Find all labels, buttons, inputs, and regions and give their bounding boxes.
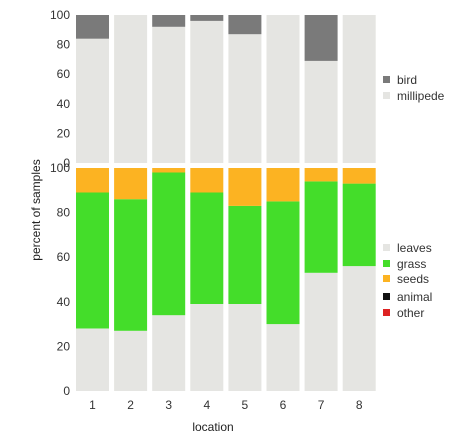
bar-segment-grass-location-4	[190, 192, 224, 304]
bar-segment-bird-location-1	[76, 15, 109, 39]
bar-segment-bird-location-5	[228, 15, 262, 35]
y-tick-label: 100	[50, 161, 70, 175]
legend-swatch-seeds	[383, 275, 390, 282]
x-tick-label: 7	[318, 398, 325, 412]
x-tick-label: 6	[280, 398, 287, 412]
bar-segment-leaves-location-2	[114, 330, 148, 391]
legend-swatch-millipede	[383, 92, 390, 99]
bars-layer	[76, 15, 376, 391]
y-tick-label: 100	[50, 8, 70, 22]
legend-label-bird: bird	[397, 73, 417, 87]
y-tick-label: 60	[57, 67, 71, 81]
bar-segment-bird-location-7	[304, 15, 338, 61]
legend-label-millipede: millipede	[397, 89, 445, 103]
bar-segment-bird-location-4	[190, 15, 224, 21]
y-tick-label: 0	[63, 156, 70, 170]
y-tick-label: 40	[57, 295, 71, 309]
y-tick-label: 20	[57, 339, 71, 353]
bar-segment-seeds-location-6	[266, 168, 300, 202]
bar-segment-grass-location-2	[114, 199, 148, 331]
x-tick-label: 5	[242, 398, 249, 412]
bar-segment-grass-location-8	[342, 183, 376, 267]
legend-label-other: other	[397, 306, 424, 320]
bar-segment-seeds-location-1	[76, 168, 109, 193]
bar-segment-leaves-location-4	[190, 304, 224, 391]
bar-segment-seeds-location-4	[190, 168, 224, 193]
y-tick-label: 0	[63, 384, 70, 398]
bar-segment-leaves-location-5	[228, 304, 262, 391]
bar-segment-millipede-location-7	[304, 60, 338, 163]
legend-swatch-animal	[383, 293, 390, 300]
bar-segment-millipede-location-5	[228, 34, 262, 164]
legend-label-grass: grass	[397, 257, 426, 271]
bar-segment-leaves-location-3	[152, 315, 186, 391]
y-tick-label: 60	[57, 250, 71, 264]
legend-label-seeds: seeds	[397, 272, 429, 286]
legend-swatch-other	[383, 309, 390, 316]
x-tick-label: 1	[89, 398, 96, 412]
bar-segment-millipede-location-8	[342, 15, 376, 163]
bar-segment-leaves-location-6	[266, 324, 300, 391]
bar-segment-seeds-location-3	[152, 168, 186, 173]
x-axis-title: location	[192, 420, 233, 434]
bar-segment-millipede-location-2	[114, 15, 148, 163]
bar-segment-grass-location-1	[76, 192, 109, 329]
y-tick-label: 20	[57, 126, 71, 140]
bar-segment-leaves-location-7	[304, 272, 338, 391]
bar-segment-millipede-location-4	[190, 20, 224, 164]
bar-segment-seeds-location-8	[342, 168, 376, 184]
bar-segment-leaves-location-1	[76, 328, 109, 391]
x-tick-label: 4	[203, 398, 210, 412]
x-tick-label: 2	[127, 398, 134, 412]
bar-segment-millipede-location-3	[152, 26, 186, 163]
x-tick-label: 8	[356, 398, 363, 412]
bar-segment-millipede-location-1	[76, 38, 109, 164]
bar-segment-grass-location-6	[266, 201, 300, 325]
bar-segment-bird-location-3	[152, 15, 186, 27]
y-tick-label: 80	[57, 38, 71, 52]
bar-segment-seeds-location-7	[304, 168, 338, 182]
bar-segment-seeds-location-2	[114, 168, 148, 200]
bar-segment-grass-location-5	[228, 205, 262, 304]
x-tick-label: 3	[165, 398, 172, 412]
bar-segment-millipede-location-6	[266, 15, 300, 163]
legend-swatch-leaves	[383, 244, 390, 251]
legend-label-leaves: leaves	[397, 241, 432, 255]
legend-swatch-grass	[383, 260, 390, 267]
y-tick-label: 40	[57, 97, 71, 111]
legend-swatch-bird	[383, 76, 390, 83]
y-tick-label: 80	[57, 206, 71, 220]
bar-segment-grass-location-3	[152, 172, 186, 316]
bar-segment-seeds-location-5	[228, 168, 262, 206]
bar-segment-leaves-location-8	[342, 266, 376, 391]
legend-label-animal: animal	[397, 290, 432, 304]
bar-segment-grass-location-7	[304, 181, 338, 273]
y-axis-title: percent of samples	[29, 159, 43, 260]
